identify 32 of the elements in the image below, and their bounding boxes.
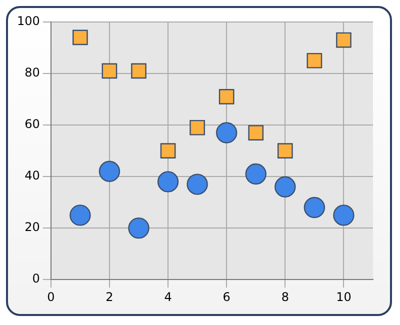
x-tick-label: 6 xyxy=(222,290,230,304)
x-tick-label: 2 xyxy=(106,290,114,304)
x-tick-label: 4 xyxy=(164,290,172,304)
y-tick-label: 60 xyxy=(24,117,40,132)
point xyxy=(336,32,352,48)
point xyxy=(304,196,326,218)
point xyxy=(72,30,88,46)
point xyxy=(245,163,266,185)
point xyxy=(248,125,264,140)
point xyxy=(157,171,179,192)
point xyxy=(216,122,238,144)
point xyxy=(102,63,118,79)
x-tick-label: 8 xyxy=(281,290,289,304)
point xyxy=(218,89,234,104)
point xyxy=(277,143,293,158)
x-tick-label: 0 xyxy=(47,290,55,304)
point xyxy=(160,143,176,158)
point xyxy=(333,204,354,226)
point xyxy=(306,52,322,68)
y-tick-label: 100 xyxy=(17,14,40,28)
x-tick-label: 10 xyxy=(336,290,352,304)
point xyxy=(131,63,146,79)
point xyxy=(70,204,91,226)
y-tick-label: 40 xyxy=(24,168,40,183)
point xyxy=(274,176,296,198)
y-tick-label: 0 xyxy=(32,272,40,286)
y-tick-label: 20 xyxy=(24,220,40,234)
point xyxy=(186,174,208,195)
point xyxy=(98,160,120,182)
y-tick-label: 80 xyxy=(24,66,40,80)
point xyxy=(128,217,150,239)
point xyxy=(190,120,205,136)
